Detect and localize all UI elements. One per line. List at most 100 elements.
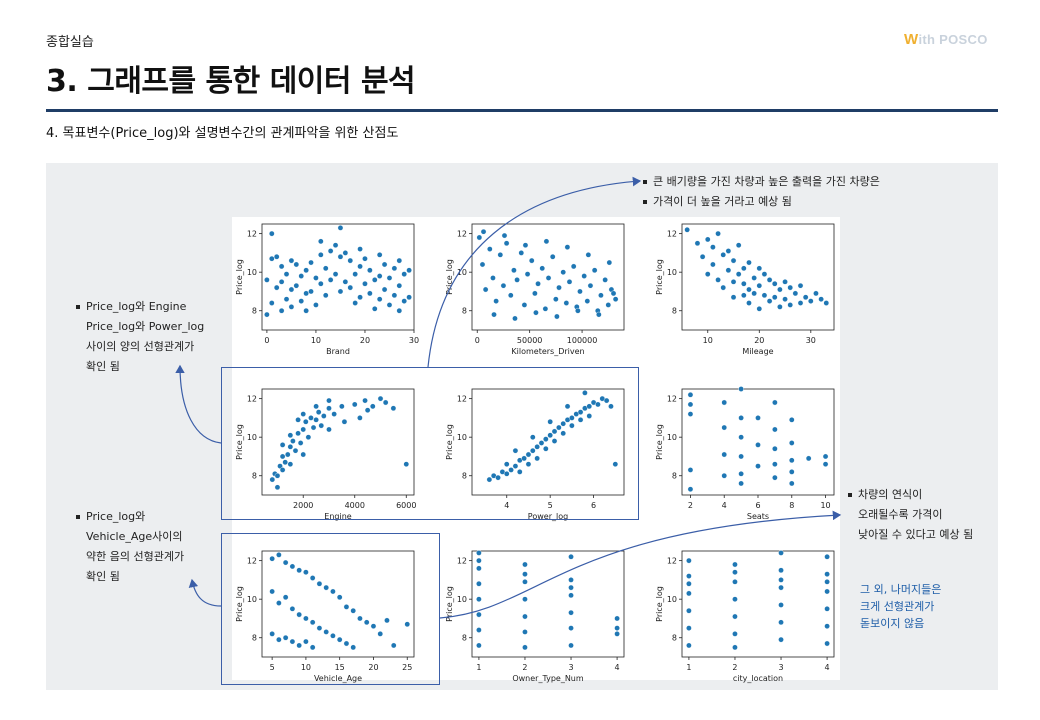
data-point xyxy=(551,428,558,435)
data-point xyxy=(327,248,334,254)
data-point xyxy=(305,434,312,440)
data-point xyxy=(556,424,562,431)
data-point xyxy=(282,559,289,566)
data-point xyxy=(715,230,721,237)
data-point xyxy=(602,277,608,283)
x-tick-label: 1 xyxy=(686,663,691,672)
note-top-right: 큰 배기량을 가진 차량과 높은 출력을 가진 차량은 가격이 더 높을 거라고… xyxy=(643,172,880,212)
data-point xyxy=(560,430,566,437)
data-point xyxy=(350,607,356,614)
data-point xyxy=(342,279,349,285)
y-tick-label: 8 xyxy=(252,634,257,643)
data-point xyxy=(406,267,412,274)
data-point xyxy=(710,261,716,268)
highlight-frame-engine-power xyxy=(221,367,639,520)
data-point xyxy=(318,280,324,287)
data-point xyxy=(309,644,316,651)
data-point xyxy=(276,636,282,643)
y-tick-label: 12 xyxy=(247,557,257,566)
data-point xyxy=(396,307,403,314)
data-point xyxy=(824,579,830,585)
posco-logo: With POSCO xyxy=(904,31,988,48)
data-point xyxy=(569,422,575,429)
data-point xyxy=(309,619,316,626)
data-point xyxy=(556,284,562,291)
data-point xyxy=(777,286,783,293)
data-point xyxy=(332,271,339,277)
data-point xyxy=(287,461,294,467)
data-point xyxy=(778,550,784,556)
data-point xyxy=(500,282,507,289)
y-tick-label: 10 xyxy=(667,268,677,277)
data-point xyxy=(403,461,410,467)
data-point xyxy=(341,418,348,425)
data-point xyxy=(287,432,294,439)
scatter-kilometers-driven: 0 50000 100000 8 10 12 Kilometers_Driven Price_… xyxy=(445,223,625,356)
data-point xyxy=(298,298,305,304)
data-point xyxy=(318,422,325,429)
data-point xyxy=(511,267,517,274)
y-tick-label: 8 xyxy=(462,307,467,316)
data-point xyxy=(577,288,583,295)
data-point xyxy=(507,292,514,299)
data-point xyxy=(538,440,545,446)
data-point xyxy=(686,573,692,579)
y-axis-label: Price_log xyxy=(235,259,244,295)
data-point xyxy=(566,279,573,285)
data-point xyxy=(288,304,295,310)
data-point xyxy=(756,282,763,289)
data-point xyxy=(568,625,574,631)
y-tick-label: 8 xyxy=(462,634,467,643)
data-point xyxy=(289,638,296,645)
data-point xyxy=(802,294,809,301)
data-point xyxy=(522,579,528,585)
y-axis-label: Price_log xyxy=(235,586,244,622)
data-point xyxy=(755,442,761,448)
data-point xyxy=(296,567,302,574)
data-point xyxy=(303,307,309,314)
page-subtitle: 4. 목표변수(Price_log)와 설명변수간의 관계파악을 위한 산점도 xyxy=(46,126,399,141)
data-point xyxy=(269,631,275,637)
data-point xyxy=(543,238,550,245)
data-point xyxy=(818,296,824,302)
data-point xyxy=(788,440,795,446)
data-point xyxy=(704,271,711,277)
data-point xyxy=(376,273,383,279)
data-point xyxy=(521,302,528,308)
data-point xyxy=(512,315,518,322)
data-point xyxy=(730,279,737,285)
x-tick-label: 2000 xyxy=(293,501,313,510)
x-tick-label: 20 xyxy=(754,336,764,345)
data-point xyxy=(351,401,358,408)
data-point xyxy=(303,290,309,297)
data-point xyxy=(313,403,319,410)
data-point xyxy=(377,395,384,402)
data-point xyxy=(343,640,350,647)
note-right-blue-line-1: 그 외, 나머지들은 xyxy=(860,583,942,596)
data-point xyxy=(296,642,302,649)
data-point xyxy=(357,615,363,622)
data-point xyxy=(568,592,574,599)
y-tick-label: 8 xyxy=(252,307,257,316)
data-point xyxy=(788,480,795,487)
axes-frame xyxy=(471,550,625,658)
note-top-right-line-1: 큰 배기량을 가진 차량과 높은 출력을 가진 차량은 xyxy=(653,175,880,188)
data-point xyxy=(612,296,619,302)
data-point xyxy=(480,228,487,235)
data-point xyxy=(322,265,329,272)
data-point xyxy=(603,397,610,404)
data-point xyxy=(543,436,549,442)
data-point xyxy=(824,588,830,595)
data-point xyxy=(476,565,482,572)
note-left-lower-line-3: 약한 음의 선형관계가 xyxy=(86,550,185,563)
x-tick-label: 10 xyxy=(820,501,830,510)
data-point xyxy=(530,434,536,440)
data-point xyxy=(738,453,744,460)
data-point xyxy=(720,252,727,258)
data-point xyxy=(741,280,747,287)
data-point xyxy=(313,275,319,281)
note-left-upper-line-1: Price_log와 Engine xyxy=(86,300,187,313)
x-axis-label: city_location xyxy=(733,674,783,683)
scatter-seats: 2 4 6 8 10 8 10 12 Seats Price_log xyxy=(655,386,835,521)
y-axis-label: Price_log xyxy=(655,424,664,460)
